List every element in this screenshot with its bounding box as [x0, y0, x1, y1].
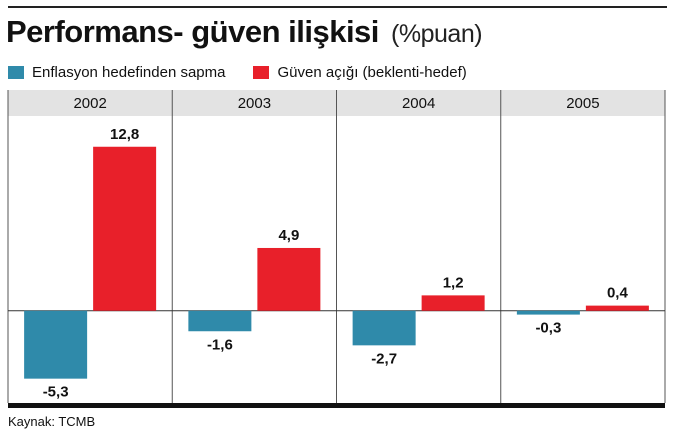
- bar-series-2-2003: [257, 247, 321, 311]
- chart-title: Performans- güven ilişkisi (%puan): [6, 14, 483, 50]
- source-note: Kaynak: TCMB: [8, 414, 96, 429]
- bar-series-2-2005: [585, 305, 649, 311]
- bar-series-1-2005: [516, 310, 580, 315]
- value-label-series-2-2002: 12,8: [110, 126, 139, 143]
- value-label-series-2-2004: 1,2: [443, 274, 464, 291]
- legend-swatch-series-1: [8, 66, 24, 79]
- value-label-series-2-2003: 4,9: [278, 227, 299, 244]
- value-label-series-1-2002: -5,3: [43, 384, 69, 401]
- legend: Enflasyon hedefinden sapma Güven açığı (…: [8, 64, 495, 81]
- bar-series-1-2003: [188, 310, 252, 332]
- top-rule: [8, 6, 667, 8]
- category-label-2004: 2004: [402, 95, 435, 112]
- bar-series-1-2004: [352, 310, 416, 346]
- legend-item-series-1: Enflasyon hedefinden sapma: [8, 64, 225, 81]
- value-label-series-1-2004: -2,7: [371, 350, 397, 367]
- bar-series-1-2002: [24, 310, 88, 379]
- chart-title-text: Performans- güven ilişkisi: [6, 14, 379, 49]
- value-label-series-1-2003: -1,6: [207, 336, 233, 353]
- bar-chart: 2002 2003 2004 2005 -5,3 12,8 -1,6 4,9 -2,7 1,2 -0…: [7, 90, 666, 408]
- legend-label-series-2: Güven açığı (beklenti-hedef): [277, 64, 467, 81]
- value-label-series-1-2005: -0,3: [535, 320, 561, 337]
- category-label-2003: 2003: [238, 95, 271, 112]
- category-label-2005: 2005: [566, 95, 599, 112]
- chart-title-unit: (%puan): [391, 20, 483, 48]
- bar-series-2-2002: [93, 146, 157, 311]
- category-label-2002: 2002: [73, 95, 106, 112]
- legend-item-series-2: Güven açığı (beklenti-hedef): [253, 64, 467, 81]
- value-label-series-2-2005: 0,4: [607, 285, 629, 302]
- legend-swatch-series-2: [253, 66, 270, 79]
- bottom-rule: [8, 403, 665, 408]
- legend-label-series-1: Enflasyon hedefinden sapma: [32, 64, 226, 81]
- bar-series-2-2004: [421, 295, 485, 311]
